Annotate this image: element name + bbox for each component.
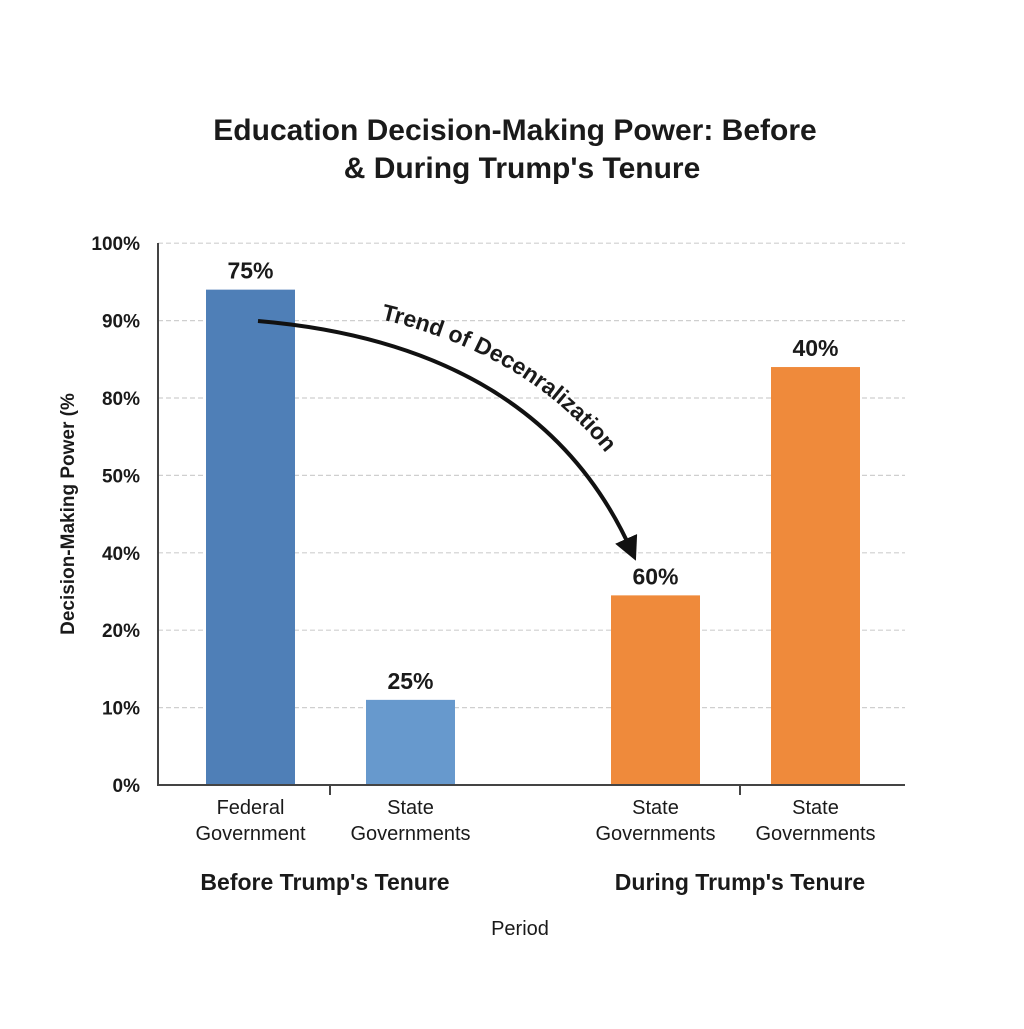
x-category-label-line-1: State: [792, 797, 839, 819]
y-tick-label: 80%: [102, 389, 140, 410]
y-tick-label: 10%: [102, 699, 140, 720]
x-category-label-line-2: Governments: [350, 823, 470, 845]
x-category-label-line-1: Federal: [217, 797, 285, 819]
bar: [771, 367, 860, 785]
y-tick-label: 50%: [102, 466, 140, 487]
group-label: During Trump's Tenure: [615, 869, 865, 895]
chart-title-line-2: & During Trump's Tenure: [344, 152, 701, 185]
bar: [206, 289, 295, 785]
trend-arrow: [257, 319, 638, 561]
bar: [366, 699, 455, 785]
y-tick-label: 20%: [102, 621, 140, 642]
bar-data-label: 75%: [227, 258, 273, 284]
x-axis-label: Period: [491, 918, 549, 940]
bar-data-label: 25%: [387, 668, 433, 694]
y-tick-label: 100%: [91, 234, 140, 255]
x-category-label-line-2: Governments: [595, 823, 715, 845]
y-tick-label: 40%: [102, 544, 140, 565]
y-tick-label: 90%: [102, 312, 140, 333]
x-category-label-line-2: Governments: [755, 823, 875, 845]
y-axis-label: Decision-Making Power (%: [58, 393, 79, 635]
bar: [611, 595, 700, 785]
y-tick-label: 0%: [113, 776, 141, 797]
x-category-label-line-1: State: [387, 797, 434, 819]
group-label: Before Trump's Tenure: [200, 869, 449, 895]
x-category-label-line-2: Government: [195, 823, 305, 845]
trend-annotation: Trend of Decenralization: [380, 299, 623, 457]
x-category-label-line-1: State: [632, 797, 679, 819]
bar-data-label: 60%: [632, 563, 678, 589]
bar-data-label: 40%: [792, 335, 838, 361]
chart-title-line-1: Education Decision-Making Power: Before: [213, 114, 816, 147]
